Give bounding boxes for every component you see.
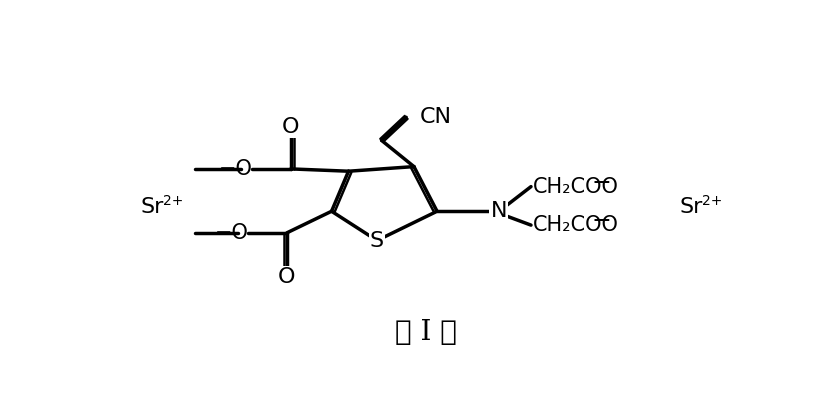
Text: −: − bbox=[592, 209, 612, 233]
Text: N: N bbox=[490, 201, 507, 221]
Text: O: O bbox=[278, 267, 296, 287]
Text: 2+: 2+ bbox=[163, 194, 184, 208]
Text: Sr: Sr bbox=[140, 197, 164, 217]
Text: Sr: Sr bbox=[680, 197, 703, 217]
Text: S: S bbox=[370, 230, 384, 251]
Text: CN: CN bbox=[420, 107, 452, 127]
Text: −O: −O bbox=[214, 223, 248, 243]
Text: −O: −O bbox=[219, 159, 253, 179]
Text: （ I ）: （ I ） bbox=[395, 319, 456, 347]
Text: CH₂COO: CH₂COO bbox=[534, 177, 619, 197]
Text: CH₂COO: CH₂COO bbox=[534, 215, 619, 235]
Text: O: O bbox=[282, 116, 299, 137]
Text: 2+: 2+ bbox=[702, 194, 722, 208]
Text: −: − bbox=[592, 171, 612, 195]
